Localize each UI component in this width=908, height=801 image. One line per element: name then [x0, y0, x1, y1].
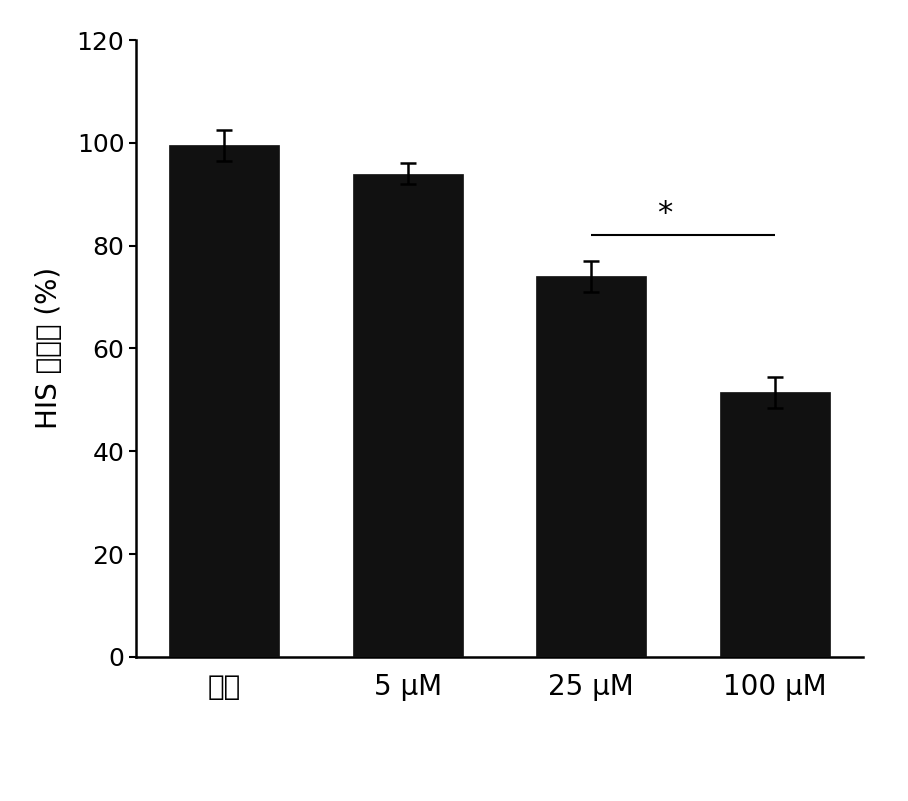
Text: *: * — [656, 199, 672, 227]
Bar — [719, 392, 830, 657]
Bar — [536, 276, 646, 657]
Bar — [169, 146, 280, 657]
Bar — [352, 174, 463, 657]
Y-axis label: HIS 释放率 (%): HIS 释放率 (%) — [35, 268, 63, 429]
